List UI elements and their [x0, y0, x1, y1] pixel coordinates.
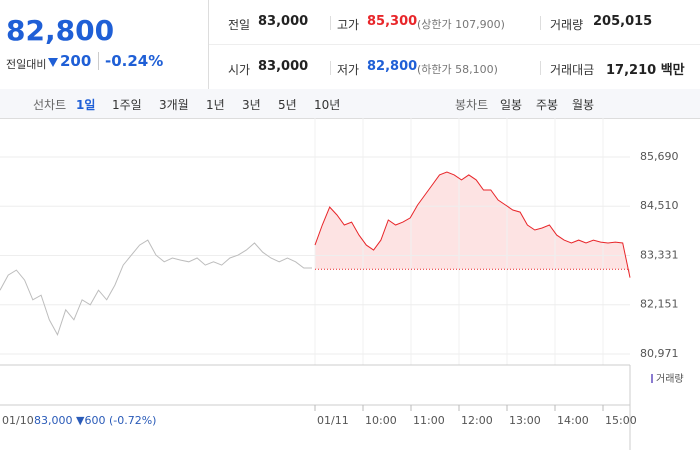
stat-value: 83,000 — [258, 14, 309, 29]
tab[interactable]: 주봉 — [536, 98, 559, 112]
stat-value: 205,015 — [593, 14, 653, 29]
stat-label: 전일 — [228, 18, 251, 32]
volume-label: 거래량 — [656, 373, 684, 385]
stat-value: 85,300 — [367, 14, 418, 29]
divider — [330, 16, 331, 30]
line — [314, 171, 631, 278]
tab[interactable]: 3년 — [242, 98, 261, 112]
tab-group-label: 선차트 — [33, 98, 67, 112]
x-tick-label: 14:00 — [557, 414, 589, 427]
tab[interactable]: 1일 — [76, 98, 96, 112]
y-tick-label: 80,971 — [640, 347, 679, 360]
tab[interactable]: 3개월 — [159, 98, 189, 112]
stat-label: 거래량 — [550, 18, 584, 32]
tab[interactable]: 1주일 — [112, 98, 142, 112]
y-tick-label: 85,690 — [640, 150, 679, 163]
x-tick-label: 11:00 — [413, 414, 445, 427]
stat-label: 저가 — [337, 63, 360, 77]
down-arrow — [48, 58, 58, 67]
x-tick-label: 01/10 — [2, 414, 34, 427]
change-rate: -0.24% — [98, 52, 163, 70]
prev-day-info: 83,000 ▼600 (-0.72%) — [34, 414, 156, 427]
y-tick-label: 84,510 — [640, 199, 679, 212]
divider — [209, 44, 700, 45]
x-tick-label: 12:00 — [461, 414, 493, 427]
tab[interactable]: 월봉 — [572, 98, 595, 112]
tab[interactable]: 일봉 — [500, 98, 523, 112]
tab-bar — [0, 89, 700, 119]
divider — [330, 61, 331, 75]
stat-label: 고가 — [337, 18, 360, 32]
tab[interactable]: 1년 — [206, 98, 225, 112]
stat-label: 거래대금 — [550, 63, 595, 77]
stat-label: 시가 — [228, 63, 251, 77]
divider — [208, 0, 209, 89]
tab[interactable]: 5년 — [278, 98, 297, 112]
y-tick-label: 83,331 — [640, 248, 679, 261]
change-label: 전일대비 — [6, 58, 47, 71]
x-tick-label: 10:00 — [365, 414, 397, 427]
divider — [540, 61, 541, 75]
legend-swatch — [651, 374, 653, 383]
change: 200 — [60, 52, 92, 70]
line — [0, 239, 312, 337]
stat-value: 83,000 — [258, 59, 309, 74]
divider — [540, 16, 541, 30]
area — [315, 172, 630, 278]
stat-note: (하한가 58,100) — [417, 63, 498, 76]
tab[interactable]: 10년 — [314, 98, 341, 112]
stat-value: 82,800 — [367, 59, 418, 74]
stat-note: (상한가 107,900) — [417, 18, 505, 31]
x-tick-label: 01/11 — [317, 414, 349, 427]
stat-value: 17,210 백만 — [606, 63, 685, 78]
price: 82,800 — [6, 14, 115, 47]
y-tick-label: 82,151 — [640, 298, 679, 311]
tab-group-label: 봉차트 — [455, 98, 489, 112]
x-tick-label: 13:00 — [509, 414, 541, 427]
x-tick-label: 15:00 — [605, 414, 637, 427]
